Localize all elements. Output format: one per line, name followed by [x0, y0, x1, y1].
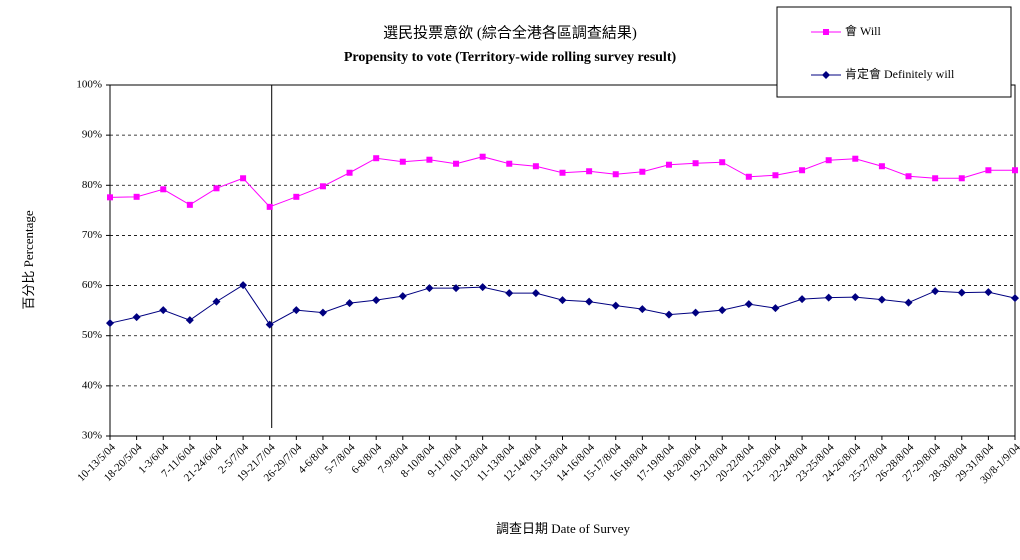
data-point [212, 297, 221, 306]
legend-box [776, 6, 1012, 98]
data-point [160, 186, 167, 193]
data-point [958, 175, 965, 182]
data-point [213, 185, 220, 192]
data-point [319, 183, 326, 190]
data-point [453, 160, 460, 167]
data-point [345, 299, 354, 308]
data-point [612, 171, 619, 178]
data-point [823, 29, 829, 35]
data-point [346, 169, 353, 176]
data-point [506, 160, 513, 167]
y-axis-label: 百分比 Percentage [21, 210, 36, 310]
data-point [106, 319, 114, 328]
data-point [107, 194, 113, 201]
data-point [426, 156, 433, 163]
data-point [186, 201, 193, 208]
data-point [825, 157, 832, 164]
data-point [771, 304, 780, 313]
data-point [744, 300, 753, 309]
data-point [611, 301, 620, 310]
data-point [240, 175, 247, 182]
data-point [718, 306, 727, 315]
data-point [904, 298, 913, 307]
data-point [772, 172, 779, 179]
data-point [266, 203, 273, 210]
data-point [984, 288, 993, 297]
data-point [185, 316, 194, 325]
data-point [586, 168, 593, 175]
data-point [372, 296, 381, 305]
data-point [691, 308, 700, 317]
data-point [745, 173, 752, 180]
y-tick-label: 90% [82, 129, 102, 141]
y-tick-label: 80% [82, 179, 102, 191]
data-point [877, 295, 886, 304]
data-point [532, 163, 539, 170]
y-tick-label: 50% [82, 329, 102, 341]
data-point [558, 296, 567, 305]
data-point [665, 161, 672, 168]
legend-label: 肯定會 Definitely will [845, 66, 955, 81]
chart-subtitle: Propensity to vote (Territory-wide rolli… [344, 50, 677, 65]
data-point [559, 169, 566, 176]
data-point [399, 158, 406, 165]
data-point [638, 305, 647, 314]
legend-label: 會 Will [845, 24, 882, 38]
data-point [133, 193, 140, 200]
data-point [851, 293, 860, 302]
data-point [852, 155, 859, 162]
data-point [292, 306, 301, 315]
data-point [479, 153, 486, 160]
data-point [452, 284, 461, 293]
data-point [692, 160, 699, 167]
data-point [505, 289, 514, 298]
data-point [239, 281, 248, 290]
data-point [664, 310, 673, 319]
data-point [318, 308, 327, 317]
chart-title: 選民投票意欲 (綜合全港各區調查結果) [383, 23, 637, 41]
y-tick-label: 100% [76, 79, 102, 91]
data-point [373, 155, 380, 162]
data-point [957, 288, 966, 297]
data-point [639, 168, 646, 175]
data-point [822, 71, 830, 79]
data-point [932, 175, 939, 182]
data-point [799, 167, 806, 174]
data-point [531, 289, 540, 298]
data-point [931, 287, 940, 296]
data-point [824, 293, 833, 302]
data-point [132, 313, 141, 322]
data-point [1012, 167, 1018, 174]
data-point [798, 295, 807, 304]
data-point [425, 284, 434, 293]
data-point [585, 297, 594, 306]
data-point [398, 292, 407, 301]
data-point [478, 283, 487, 292]
y-tick-label: 70% [82, 229, 102, 241]
data-point [293, 193, 300, 200]
data-point [985, 167, 992, 174]
data-point [1011, 294, 1019, 303]
x-axis-label: 調查日期 Date of Survey [496, 521, 630, 536]
data-point [719, 159, 726, 166]
data-point [878, 163, 885, 170]
y-tick-label: 60% [82, 279, 102, 291]
data-point [265, 320, 274, 329]
data-point [905, 173, 912, 180]
data-point [159, 306, 168, 315]
y-tick-label: 40% [82, 379, 102, 391]
y-tick-label: 30% [82, 430, 102, 442]
